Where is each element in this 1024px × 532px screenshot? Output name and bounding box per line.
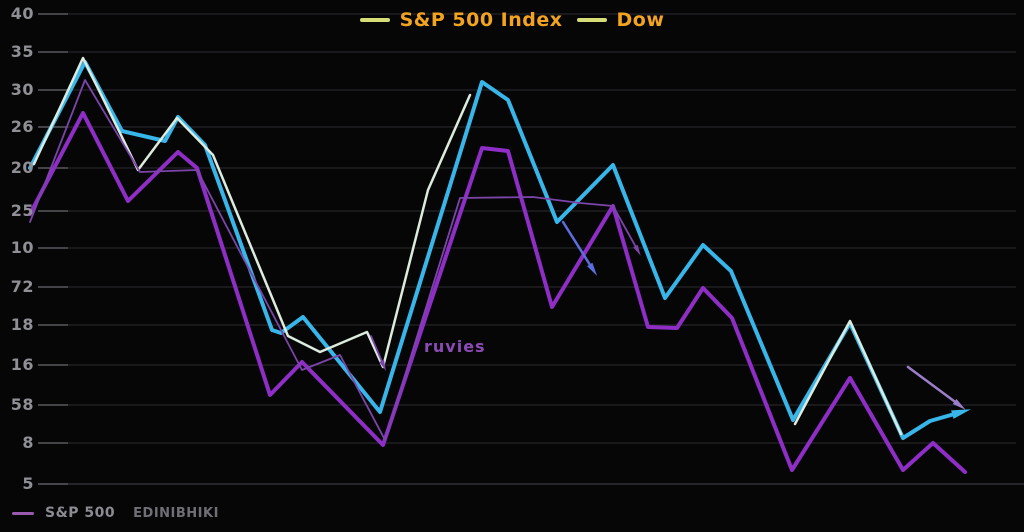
echo-white-line [32, 56, 472, 369]
echo-arrow-mid [370, 335, 384, 365]
y-axis-label: 16 [10, 355, 34, 374]
legend-top: S&P 500 Index Dow [0, 9, 1024, 31]
sp500-line [28, 111, 967, 474]
purple-arrow-right [906, 365, 960, 406]
echo-purple-line [29, 79, 638, 441]
legend-bottom-label-extra: EDINIBHIKI [133, 505, 219, 521]
chart-annotation: ruvies [424, 337, 486, 356]
y-axis-label: 26 [10, 117, 34, 136]
dow-line-arrowhead-icon [951, 409, 971, 419]
echo-arrow-mid-arrowhead-icon [379, 359, 386, 372]
y-axis-label: 35 [10, 42, 34, 61]
echo-purple-line-arrowhead-icon [633, 244, 641, 256]
y-axis-label: 5 [22, 474, 34, 493]
y-axis-label: 18 [10, 315, 34, 334]
legend-bottom: S&P 500 EDINIBHIKI [12, 505, 219, 521]
y-axis-label: 10 [10, 238, 34, 257]
purple-arrow-right-arrowhead-icon [952, 399, 966, 410]
legend-label: S&P 500 Index [399, 9, 563, 31]
y-axis-label: 8 [22, 433, 34, 452]
y-axis-label: 25 [10, 201, 34, 220]
legend-label: Dow [616, 9, 665, 31]
y-axis-label: 58 [10, 395, 34, 414]
blue-arrow-arrowhead-icon [587, 262, 598, 276]
legend-line-icon [576, 18, 607, 22]
y-axis-label: 72 [10, 277, 34, 296]
dow-line [28, 60, 960, 440]
echo-white-right [793, 319, 903, 436]
legend-bottom-label: S&P 500 [45, 505, 116, 521]
y-axis-label: 30 [10, 80, 34, 99]
y-axis-label: 20 [10, 158, 34, 177]
legend-line-icon [12, 511, 34, 515]
blue-arrow [561, 220, 594, 270]
legend-item-dow: Dow [576, 9, 665, 31]
y-axis-label: 40 [10, 4, 34, 23]
legend-line-icon [359, 18, 390, 22]
legend-item-sp500-index: S&P 500 Index [359, 9, 563, 31]
